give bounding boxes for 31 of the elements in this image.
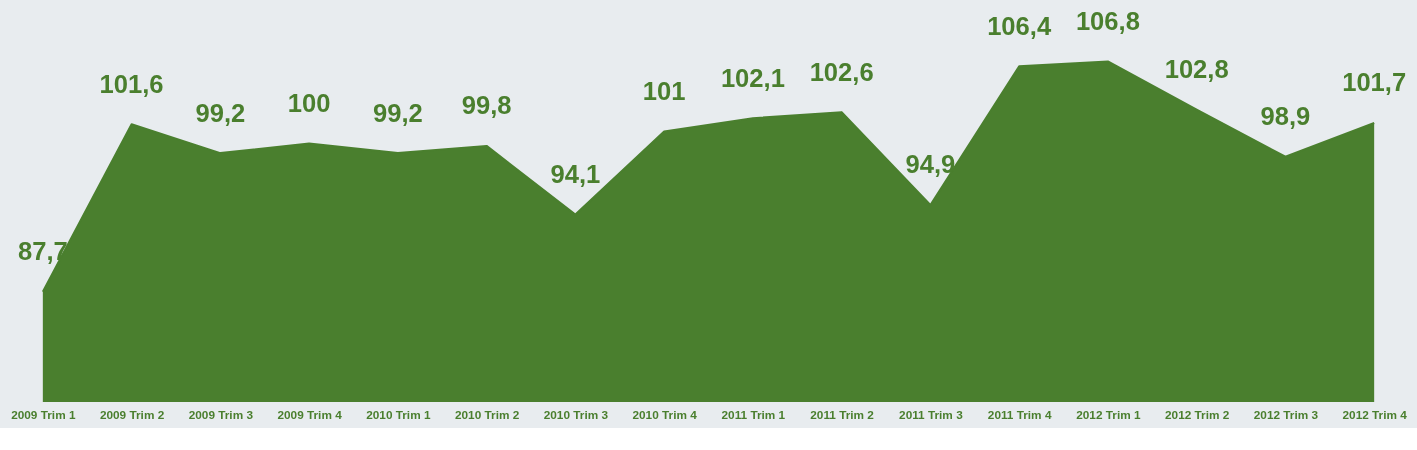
data-label: 100: [287, 88, 331, 117]
x-tick-label: 2010 Trim 1: [366, 408, 431, 423]
data-label: 98,9: [1260, 102, 1311, 131]
data-label: 101: [642, 76, 686, 105]
x-tick-label: 2011 Trim 1: [721, 408, 786, 423]
x-tick-label: 2011 Trim 3: [899, 408, 964, 423]
x-tick-label: 2012 Trim 2: [1165, 408, 1230, 423]
data-label: 101,6: [99, 69, 164, 98]
data-label: 102,8: [1164, 55, 1229, 84]
data-label: 94,9: [905, 150, 956, 179]
x-tick-label: 2010 Trim 3: [543, 408, 609, 423]
data-label: 99,8: [461, 91, 512, 120]
x-tick-label: 2011 Trim 2: [810, 408, 875, 423]
x-tick-label: 2011 Trim 4: [987, 408, 1052, 423]
data-label: 102,6: [809, 57, 874, 86]
x-tick-label: 2012 Trim 4: [1342, 408, 1408, 423]
data-label: 106,4: [987, 11, 1052, 40]
x-tick-label: 2012 Trim 1: [1076, 408, 1141, 423]
data-label: 99,2: [195, 98, 246, 127]
x-tick-label: 2009 Trim 4: [277, 408, 343, 423]
data-label: 101,7: [1342, 68, 1407, 97]
x-tick-label: 2010 Trim 4: [632, 408, 698, 423]
x-tick-label: 2009 Trim 3: [188, 408, 254, 423]
x-tick-label: 2010 Trim 2: [454, 408, 520, 423]
data-label: 102,1: [720, 63, 785, 92]
data-label: 94,1: [550, 160, 601, 189]
data-label: 99,2: [372, 98, 423, 127]
x-tick-label: 2012 Trim 3: [1253, 408, 1319, 423]
x-tick-label: 2009 Trim 2: [99, 408, 165, 423]
data-label: 106,8: [1075, 6, 1140, 35]
x-tick-label: 2009 Trim 1: [11, 408, 76, 423]
